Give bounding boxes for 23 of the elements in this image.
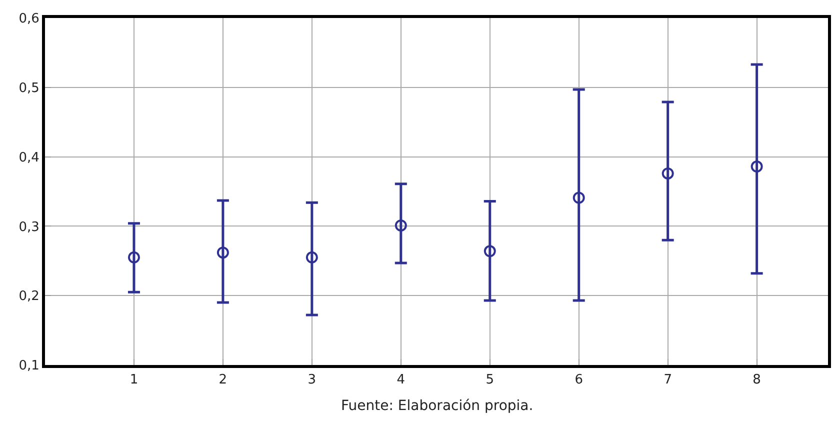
point [394,220,407,232]
y-tick-label: 0,6 [18,12,40,27]
y-tick-label: 0,2 [18,289,40,304]
x-tick-label: 8 [752,372,761,388]
point [572,192,585,204]
x-tick-label: 2 [218,372,228,388]
y-tick-label: 0,5 [18,80,40,96]
y-tick-label: 0,4 [18,150,40,166]
point [662,167,674,180]
x-tick-label: 5 [486,372,494,388]
x-tick-label: 7 [664,372,672,388]
x-tick-label: 4 [396,372,406,388]
point [750,160,763,173]
point [484,245,496,258]
x-tick-label: 3 [308,372,316,388]
point [128,251,140,264]
point [306,251,318,264]
x-tick-label: 6 [574,372,583,388]
source-note: Fuente: Elaboración propia. [341,398,534,414]
y-tick-label: 0,1 [18,358,40,374]
y-tick-label: 0,3 [18,220,40,235]
point [216,246,229,259]
x-tick-label: 1 [130,372,138,388]
